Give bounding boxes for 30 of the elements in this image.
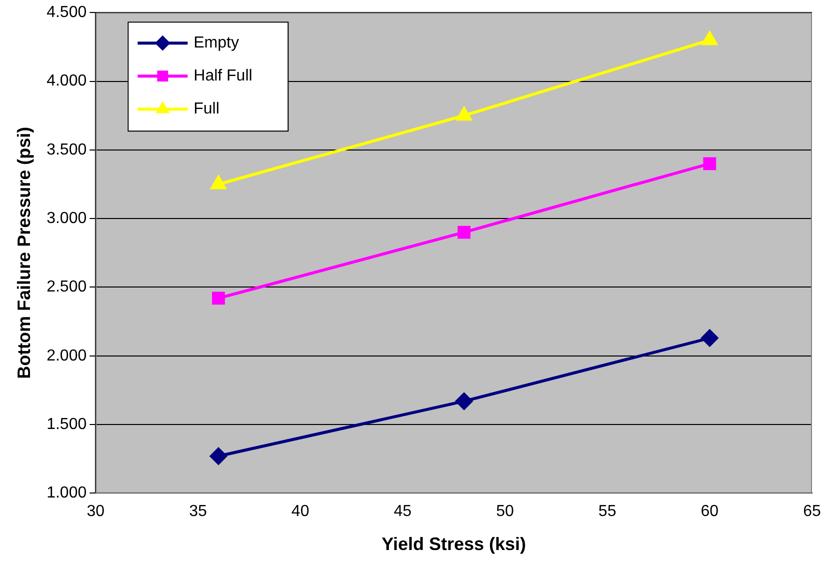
point bbox=[456, 392, 473, 410]
legend-label: Half Full bbox=[194, 68, 252, 85]
point bbox=[703, 157, 716, 170]
y-tick-label: 1.500 bbox=[46, 416, 87, 433]
x-tick-label: 50 bbox=[496, 503, 514, 520]
x-tick-label: 35 bbox=[189, 503, 207, 520]
point bbox=[458, 226, 471, 239]
x-tick-label: 60 bbox=[700, 503, 719, 520]
legend-label: Empty bbox=[194, 34, 239, 52]
point bbox=[702, 32, 718, 46]
x-tick-label: 55 bbox=[598, 503, 616, 520]
y-tick-label: 3.500 bbox=[46, 141, 87, 158]
y-tick-label: 3.000 bbox=[46, 210, 87, 227]
y-tick-label: 4.000 bbox=[46, 72, 87, 90]
x-tick-label: 40 bbox=[291, 503, 310, 520]
point bbox=[210, 448, 227, 465]
x-axis-title: Yield Stress (ksi) bbox=[382, 534, 526, 554]
y-axis-title: Bottom Failure Pressure (psi) bbox=[14, 126, 34, 379]
point bbox=[701, 330, 718, 347]
legend-label: Full bbox=[194, 100, 220, 118]
point bbox=[212, 292, 225, 305]
point bbox=[456, 107, 472, 121]
point bbox=[210, 176, 226, 190]
x-tick-label: 45 bbox=[394, 503, 412, 520]
y-tick-label: 1.000 bbox=[46, 484, 87, 502]
x-tick-label: 30 bbox=[86, 503, 105, 520]
x-tick-label: 65 bbox=[803, 503, 821, 520]
y-tick-label: 2.000 bbox=[46, 347, 87, 364]
y-tick-label: 2.500 bbox=[46, 278, 87, 296]
y-tick-label: 4.500 bbox=[46, 4, 87, 22]
